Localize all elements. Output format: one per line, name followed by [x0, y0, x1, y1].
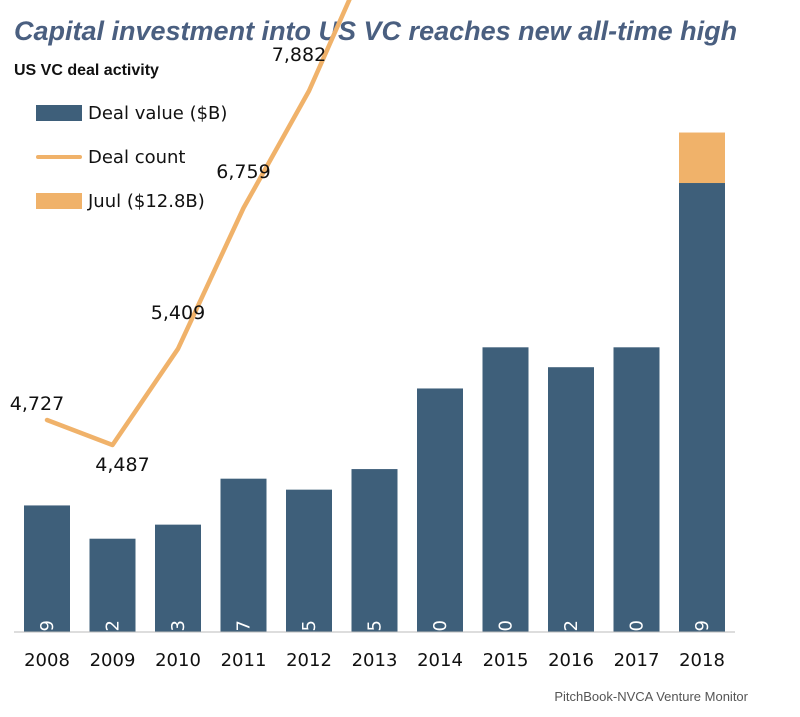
- bar-deal-value: [220, 478, 267, 632]
- bar-value-label: $47.5: [365, 620, 386, 672]
- legend-label-juul: Juul ($12.8B): [88, 190, 205, 212]
- bar-deal-value: [482, 347, 529, 632]
- bar-value-label: $36.9: [37, 620, 58, 672]
- legend: Deal value ($B) Deal count Juul ($12.8B): [36, 98, 227, 230]
- x-tick-label: 2012: [286, 650, 332, 671]
- x-tick-label: 2016: [548, 650, 594, 671]
- bar-value-label: $130.9: [692, 620, 713, 683]
- bar-deal-value: [155, 524, 201, 632]
- bar-value-label: $41.5: [299, 620, 320, 672]
- source-note: PitchBook-NVCA Venture Monitor: [554, 689, 748, 704]
- bar-value-label: $31.3: [168, 620, 189, 672]
- deal-count-label: 5,409: [151, 302, 205, 324]
- deal-count-label: 4,487: [95, 454, 149, 476]
- bar-deal-value: [613, 347, 660, 632]
- bar-deal-value: [417, 388, 463, 632]
- bar-value-label: $83.0: [627, 620, 648, 672]
- legend-swatch-deal-value: [36, 105, 82, 121]
- chart-title: Capital investment into US VC reaches ne…: [14, 16, 738, 46]
- x-tick-label: 2018: [679, 650, 725, 671]
- bar-value-label: $83.0: [496, 620, 517, 672]
- bar-juul: [679, 132, 725, 184]
- bar-deal-value: [351, 469, 398, 632]
- x-tick-label: 2011: [221, 650, 267, 671]
- legend-item-juul: Juul ($12.8B): [36, 186, 227, 216]
- bar-value-label: $27.2: [103, 620, 124, 672]
- x-tick-label: 2008: [24, 650, 70, 671]
- deal-count-label: 7,882: [272, 44, 326, 66]
- x-tick-label: 2017: [614, 650, 660, 671]
- chart-subtitle: US VC deal activity: [14, 62, 159, 79]
- bar-value-label: $71.0: [430, 620, 451, 672]
- bar-deal-value: [679, 183, 725, 632]
- legend-item-deal-value: Deal value ($B): [36, 98, 227, 128]
- deal-count-line: [44, 0, 352, 448]
- bar-deal-value: [548, 367, 594, 632]
- bar-deal-value: [89, 538, 136, 632]
- bar-deal-value: [286, 489, 332, 632]
- deal-count-label: 4,727: [10, 393, 64, 415]
- legend-swatch-juul: [36, 193, 82, 209]
- x-tick-label: 2009: [90, 650, 136, 671]
- bar-value-label: $44.7: [234, 620, 255, 672]
- x-tick-label: 2010: [155, 650, 201, 671]
- bar-value-label: $77.2: [561, 620, 582, 672]
- legend-swatch-deal-count: [36, 155, 82, 159]
- deal-count-label: 6,759: [216, 161, 270, 183]
- x-tick-label: 2015: [483, 650, 529, 671]
- legend-label-deal-count: Deal count: [88, 146, 186, 168]
- legend-label-deal-value: Deal value ($B): [88, 102, 228, 124]
- x-tick-label: 2013: [352, 650, 398, 671]
- x-tick-label: 2014: [417, 650, 463, 671]
- bar-deal-value: [24, 505, 70, 632]
- legend-item-deal-count: Deal count: [36, 142, 227, 172]
